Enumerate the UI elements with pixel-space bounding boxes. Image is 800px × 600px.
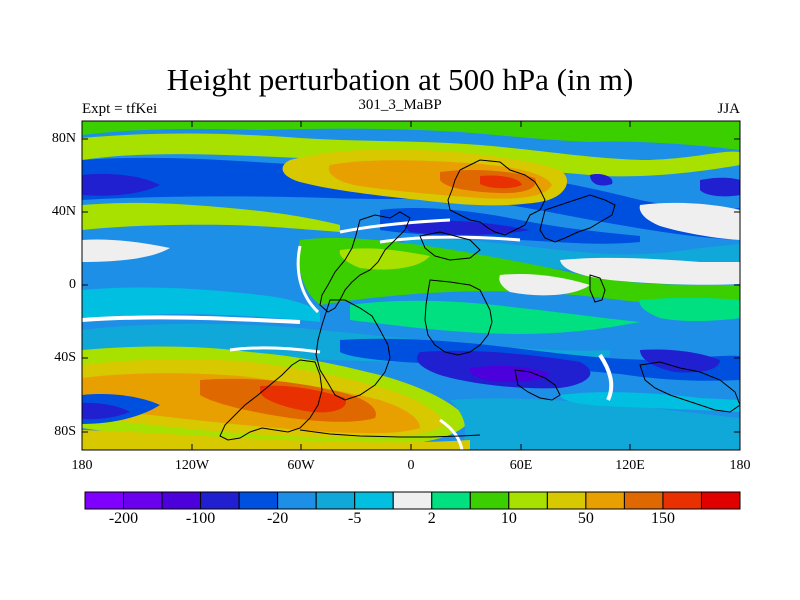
colorbar-swatch (546, 491, 587, 510)
lat-tick-label: 80N (51, 131, 76, 146)
lat-tick-label: 40S (54, 350, 76, 365)
colorbar-swatch (238, 491, 279, 510)
colorbar-swatch (200, 491, 240, 510)
colorbar-swatch (508, 491, 548, 510)
lon-tick-label: 180 (71, 458, 93, 473)
lat-tick-label: 80S (54, 424, 76, 439)
plot-title: Height perturbation at 500 hPa (in m) (166, 62, 634, 97)
colorbar-swatch (700, 491, 741, 510)
tick-marks (82, 121, 740, 450)
colorbar-swatch (123, 491, 163, 510)
continent-outlines (219, 159, 740, 441)
colorbar-swatch (662, 491, 702, 510)
lon-tick-label: 0 (407, 458, 415, 473)
lon-tick-label: 60W (287, 458, 315, 473)
colorbar-swatch (469, 491, 510, 510)
subtitle-center: 301_3_MaBP (358, 97, 442, 113)
lon-tick-label: 120E (615, 458, 645, 473)
colorbar (84, 491, 741, 510)
colorbar-swatch (277, 491, 317, 510)
colorbar-label: 50 (577, 510, 594, 527)
colorbar-label: -200 (108, 510, 139, 527)
subtitle-right: JJA (717, 101, 740, 117)
colorbar-swatch (623, 491, 664, 510)
colorbar-swatch (315, 491, 356, 510)
colorbar-label: 150 (650, 510, 675, 527)
colorbar-label: 10 (500, 510, 517, 527)
colorbar-label: -20 (266, 510, 289, 527)
colorbar-swatch (161, 491, 202, 510)
lon-tick-label: 120W (174, 458, 210, 473)
colorbar-swatch (585, 491, 625, 510)
lat-tick-label: 40N (51, 204, 76, 219)
lon-tick-label: 60E (509, 458, 533, 473)
contour-field (82, 121, 740, 450)
colorbar-label: -100 (185, 510, 216, 527)
colorbar-label: 2 (427, 510, 436, 527)
subtitle-left: Expt = tfKei (82, 101, 158, 117)
lon-tick-label: 180 (729, 458, 751, 473)
colorbar-swatch (354, 491, 394, 510)
lat-tick-label: 0 (69, 277, 76, 292)
colorbar-swatch (431, 491, 471, 510)
colorbar-swatch (392, 491, 433, 510)
colorbar-label: -5 (348, 510, 362, 527)
colorbar-swatch (84, 491, 125, 510)
